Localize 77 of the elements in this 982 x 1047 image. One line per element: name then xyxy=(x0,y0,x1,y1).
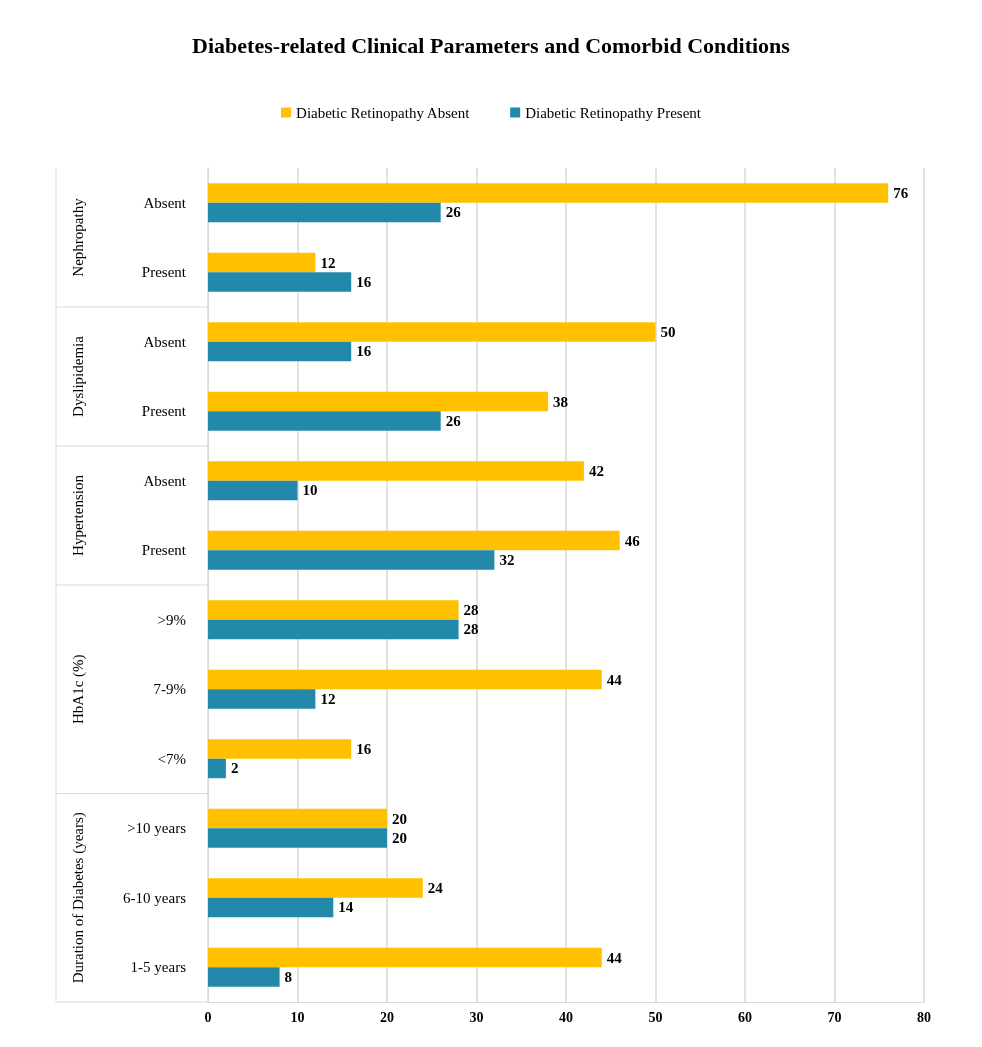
bar xyxy=(208,322,656,342)
bar xyxy=(208,530,620,551)
data-label: 16 xyxy=(356,741,372,758)
bar xyxy=(208,828,387,848)
bar xyxy=(208,183,889,203)
y-tick-label: Absent xyxy=(143,472,187,489)
y-tick-label: Absent xyxy=(143,194,187,211)
data-label: 28 xyxy=(463,602,479,619)
data-label: 26 xyxy=(445,204,462,221)
bar xyxy=(208,411,441,431)
legend-label: Diabetic Retinopathy Present xyxy=(525,104,702,121)
bar xyxy=(208,897,334,918)
x-tick-label: 50 xyxy=(648,1009,663,1025)
y-tick-label: <7% xyxy=(157,750,186,767)
data-label: 16 xyxy=(356,343,372,360)
x-tick-label: 70 xyxy=(827,1009,842,1025)
bar xyxy=(208,947,602,968)
data-label: 24 xyxy=(427,880,444,897)
data-label: 44 xyxy=(606,949,623,966)
bar xyxy=(208,669,602,690)
text: Dyslipidemia xyxy=(70,335,86,417)
bar xyxy=(208,758,226,779)
data-label: 20 xyxy=(392,810,407,827)
data-label: 32 xyxy=(499,551,515,568)
bar xyxy=(208,739,352,759)
data-label: 8 xyxy=(284,968,293,985)
y-tick-label: Present xyxy=(141,403,187,420)
y-tick-label: 6-10 years xyxy=(123,889,187,906)
text: Hypertension xyxy=(70,474,86,556)
bar xyxy=(208,600,459,620)
bar xyxy=(208,689,316,709)
data-label: 2 xyxy=(230,760,239,777)
y-tick-label: >10 years xyxy=(127,820,187,837)
text: HbA1c (%) xyxy=(70,654,87,725)
bar xyxy=(208,550,495,570)
bar xyxy=(208,461,584,481)
data-label: 76 xyxy=(893,185,909,202)
data-label: 28 xyxy=(463,621,479,638)
data-label: 12 xyxy=(320,690,336,707)
bar xyxy=(208,619,459,640)
data-label: 12 xyxy=(320,254,336,271)
bar xyxy=(208,202,441,223)
x-tick-label: 40 xyxy=(559,1009,573,1025)
bar xyxy=(208,967,280,987)
legend-label: Diabetic Retinopathy Absent xyxy=(296,104,471,121)
data-label: 46 xyxy=(624,532,641,549)
bar xyxy=(208,341,352,362)
x-tick-label: 10 xyxy=(290,1009,305,1025)
x-tick-label: 0 xyxy=(204,1009,212,1025)
data-label: 44 xyxy=(606,671,623,688)
bar xyxy=(208,391,549,412)
text: Nephropathy xyxy=(70,197,86,277)
data-label: 10 xyxy=(302,482,318,499)
data-label: 42 xyxy=(588,463,604,480)
y-tick-label: Absent xyxy=(143,333,187,350)
data-label: 50 xyxy=(660,324,676,341)
data-label: 38 xyxy=(553,393,569,410)
data-label: 14 xyxy=(338,899,354,916)
x-tick-label: 80 xyxy=(917,1009,931,1025)
x-tick-label: 60 xyxy=(738,1009,752,1025)
data-label: 26 xyxy=(445,412,462,429)
data-label: 20 xyxy=(392,829,407,846)
bar xyxy=(208,878,423,898)
bar xyxy=(208,252,316,273)
y-tick-label: Present xyxy=(141,542,187,559)
chart-title: Diabetes-related Clinical Parameters and Comorbid Conditions xyxy=(192,32,791,58)
x-tick-label: 30 xyxy=(469,1009,484,1025)
bar xyxy=(208,480,298,501)
y-tick-label: 1-5 years xyxy=(130,959,187,976)
y-tick-label: 7-9% xyxy=(153,681,186,698)
y-tick-label: >9% xyxy=(157,611,186,628)
y-tick-label: Present xyxy=(141,264,187,281)
x-tick-label: 20 xyxy=(380,1009,394,1025)
bar xyxy=(208,272,352,292)
bar xyxy=(208,808,387,829)
text: Duration of Diabetes (years) xyxy=(70,812,87,984)
data-label: 16 xyxy=(356,273,372,290)
